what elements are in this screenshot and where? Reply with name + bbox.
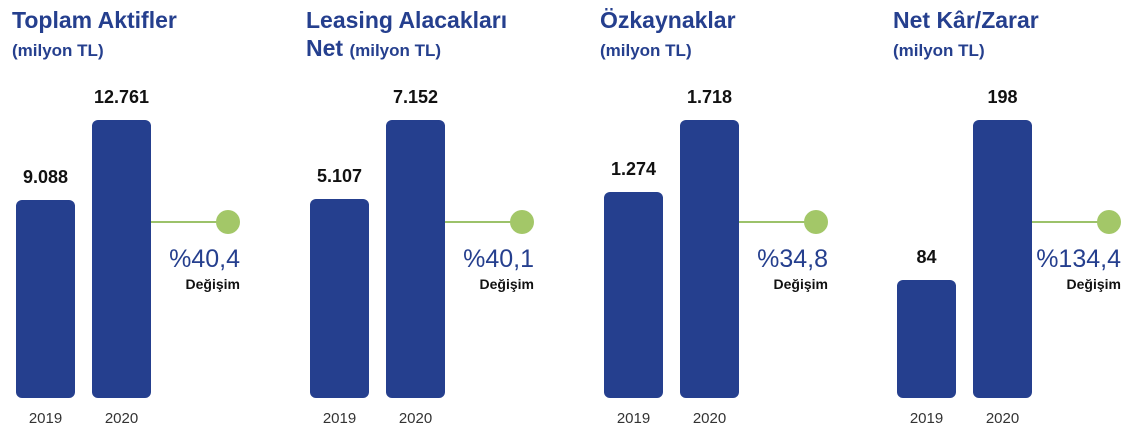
kpi-panel-1: Toplam Aktifler (milyon TL) 9.088 2019 12.76…	[12, 0, 292, 444]
data-label-2019: 5.107	[316, 166, 363, 186]
percent-change: %40,1	[463, 245, 534, 273]
x-tick-2019: 2019	[28, 410, 63, 427]
kpi-panel-4: Net Kâr/Zarar (milyon TL) 84 2019 198 2020 %13…	[893, 0, 1122, 444]
change-label: Değişim	[1066, 276, 1121, 292]
data-label-2019: 9.088	[22, 167, 69, 187]
change-dot-icon	[804, 210, 828, 234]
bar-2019	[897, 280, 956, 398]
x-tick-2020: 2020	[104, 410, 139, 427]
change-dot-icon	[1097, 210, 1121, 234]
x-tick-2020: 2020	[692, 410, 727, 427]
bar-2020	[680, 120, 739, 398]
data-label-2019: 1.274	[610, 159, 657, 179]
change-label: Değişim	[773, 276, 828, 292]
chart-title-text: Özkaynaklar	[600, 7, 736, 33]
chart-subtitle: (milyon TL)	[12, 41, 104, 60]
bar-2019	[604, 192, 663, 398]
x-tick-2020: 2020	[398, 410, 433, 427]
chart-title: Leasing Alacakları Net (milyon TL)	[306, 6, 507, 65]
chart-title-text: Net Kâr/Zarar	[893, 7, 1039, 33]
percent-change: %40,4	[169, 245, 240, 273]
chart-subtitle: (milyon TL)	[893, 41, 985, 60]
bar-2019	[310, 199, 369, 398]
chart-title-text: Leasing Alacakları	[306, 7, 508, 33]
chart-title: Toplam Aktifler (milyon TL)	[12, 6, 177, 65]
x-tick-2019: 2019	[322, 410, 357, 427]
x-tick-2019: 2019	[616, 410, 651, 427]
change-connector-line	[1032, 221, 1112, 223]
change-dot-icon	[216, 210, 240, 234]
chart-title-text-line2: Net	[306, 35, 350, 61]
kpi-panel-3: Özkaynaklar (milyon TL) 1.274 2019 1.718 2020…	[600, 0, 880, 444]
change-dot-icon	[510, 210, 534, 234]
change-connector-line	[739, 221, 819, 223]
change-label: Değişim	[479, 276, 534, 292]
percent-change: %134,4	[1036, 245, 1121, 273]
chart-title: Özkaynaklar (milyon TL)	[600, 6, 736, 65]
chart-subtitle: (milyon TL)	[349, 41, 442, 60]
data-label-2020: 12.761	[93, 87, 150, 107]
chart-title: Net Kâr/Zarar (milyon TL)	[893, 6, 1039, 65]
bar-2020	[386, 120, 445, 398]
change-label: Değişim	[185, 276, 240, 292]
chart-title-text: Toplam Aktifler	[12, 7, 177, 33]
percent-change: %34,8	[757, 245, 828, 273]
data-label-2020: 198	[987, 87, 1018, 107]
x-tick-2019: 2019	[909, 410, 944, 427]
chart-subtitle: (milyon TL)	[600, 41, 692, 60]
kpi-panel-2: Leasing Alacakları Net (milyon TL) 5.107 20…	[306, 0, 586, 444]
data-label-2020: 7.152	[392, 87, 439, 107]
bar-2020	[92, 120, 151, 398]
data-label-2020: 1.718	[686, 87, 733, 107]
bar-2019	[16, 200, 75, 398]
bar-2020	[973, 120, 1032, 398]
x-tick-2020: 2020	[985, 410, 1020, 427]
change-connector-line	[151, 221, 231, 223]
change-connector-line	[445, 221, 525, 223]
data-label-2019: 84	[916, 247, 937, 267]
